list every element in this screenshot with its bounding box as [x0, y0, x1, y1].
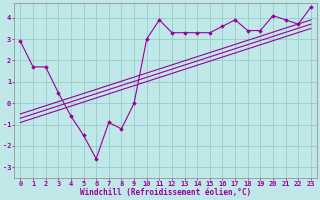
X-axis label: Windchill (Refroidissement éolien,°C): Windchill (Refroidissement éolien,°C)	[80, 188, 251, 197]
